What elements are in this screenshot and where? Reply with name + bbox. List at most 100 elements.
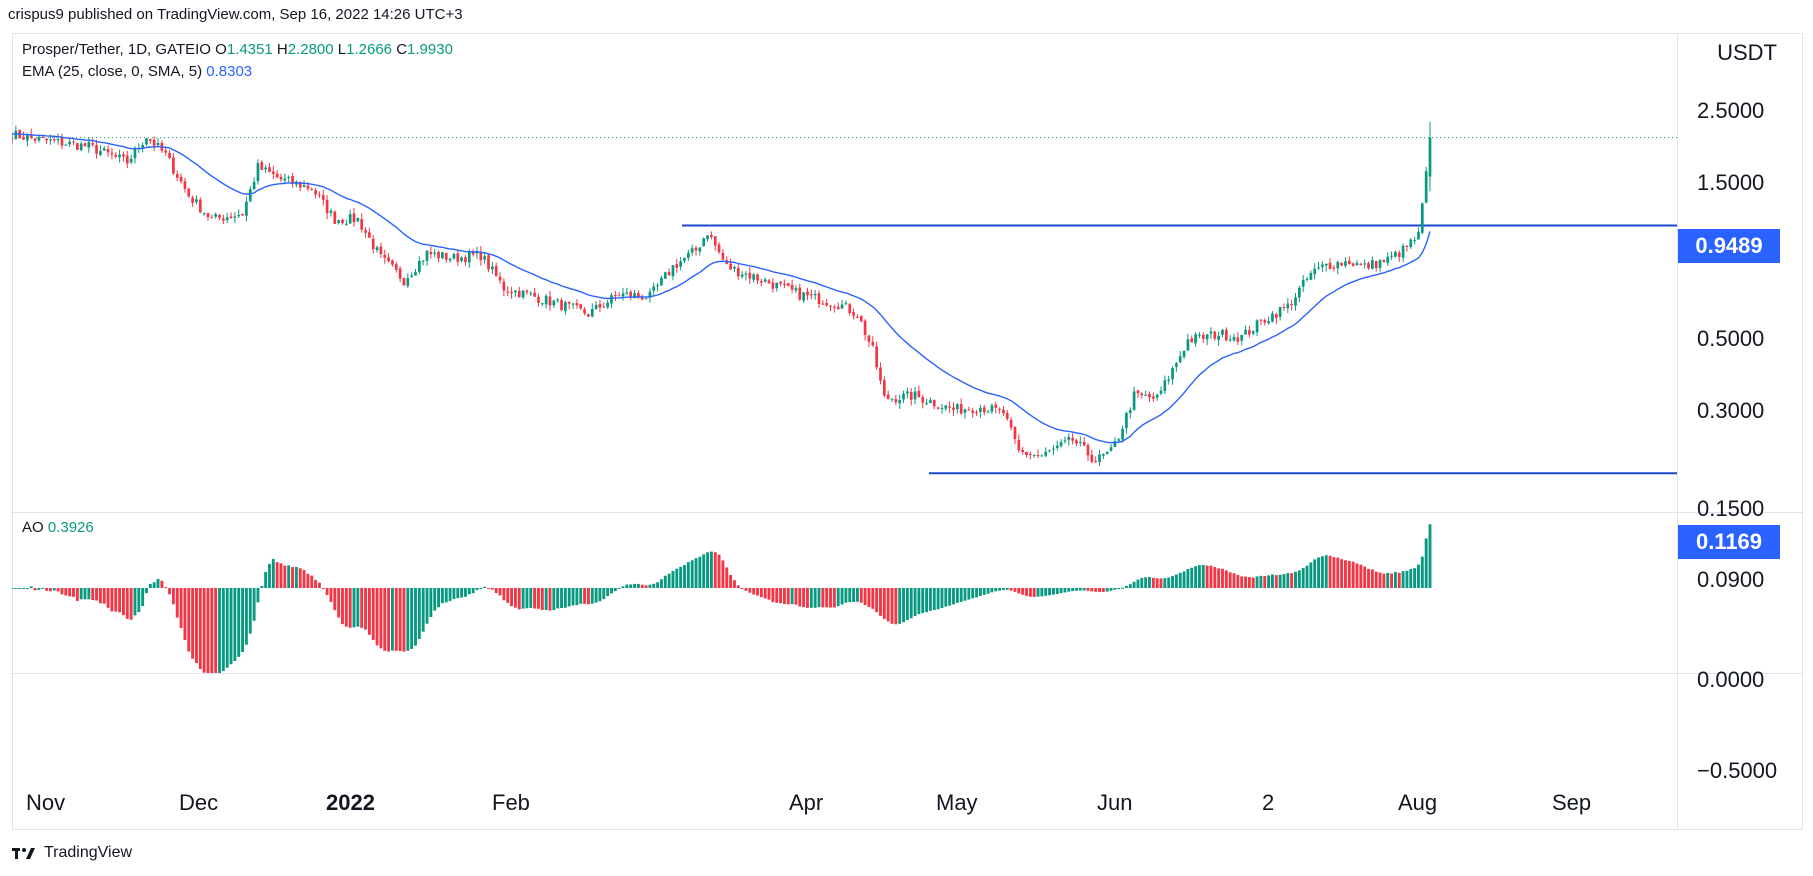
candle-body (237, 215, 241, 217)
candle-body (529, 293, 533, 295)
candle-body (1278, 307, 1282, 317)
ao-bar (1213, 567, 1217, 588)
ao-bar (621, 586, 625, 588)
ao-bar (994, 588, 998, 592)
ao-bar (905, 588, 909, 620)
candle-body (583, 309, 586, 314)
candle-body (556, 299, 560, 301)
ao-bar (648, 584, 652, 588)
support-level-badge: 0.1169 (1678, 525, 1780, 559)
candle-body (763, 279, 767, 282)
candle-body (275, 173, 279, 178)
ao-bar (875, 588, 879, 613)
brand-label: TradingView (44, 844, 133, 861)
ema-line (12, 133, 1431, 444)
candle-body (402, 278, 406, 286)
candle-body (1248, 330, 1251, 335)
ao-bar (383, 588, 387, 651)
ao-bar (298, 568, 302, 588)
ao-bar (975, 588, 978, 598)
ao-bar (1032, 588, 1036, 597)
candle-body (1040, 455, 1044, 457)
candle-body (1351, 263, 1355, 266)
ao-bar (1405, 570, 1409, 588)
ao-bar (390, 588, 394, 651)
ao-bar (333, 588, 337, 611)
ao-bar (294, 566, 298, 588)
ao-bar (667, 573, 671, 588)
ao-bar (375, 588, 379, 646)
candle-body (1294, 297, 1297, 306)
candle-body (325, 199, 329, 214)
ao-bar (836, 588, 840, 607)
ao-bar (825, 588, 829, 608)
tradingview-brand[interactable]: TradingView (12, 844, 132, 862)
candle-body (1228, 339, 1232, 341)
ao-bar (1328, 555, 1332, 588)
candle-body (679, 261, 682, 267)
ao-bar (763, 588, 767, 599)
ao-bar (1086, 588, 1090, 591)
candle-body (1378, 260, 1382, 268)
ao-bar (871, 588, 875, 609)
ao-bar (187, 588, 191, 652)
ao-bar (1367, 568, 1370, 588)
ao-bar (75, 588, 79, 601)
ao-bar (1113, 588, 1117, 590)
ema-value: 0.8303 (206, 63, 253, 80)
ao-bar (890, 588, 894, 624)
ao-bar (567, 588, 571, 607)
ao-bar (813, 588, 817, 608)
candle-body (225, 217, 229, 221)
ao-bar (1413, 568, 1417, 588)
candle-body (198, 199, 202, 213)
ao-bar (1290, 573, 1294, 588)
candle-body (1217, 335, 1220, 340)
candle-body (437, 251, 440, 259)
candle-body (1386, 256, 1390, 263)
ao-bar (1025, 588, 1028, 596)
ao-bar (832, 588, 836, 608)
candle-body (164, 150, 168, 153)
ao-bar (809, 588, 813, 608)
price-tick: 1.5000 (1697, 170, 1765, 195)
candle-body (33, 138, 37, 141)
ao-bar (702, 554, 706, 588)
candle-body (917, 390, 921, 398)
candle-body (141, 145, 145, 148)
ao-bar (1294, 571, 1297, 588)
candle-body (133, 148, 137, 159)
price-unit: USDT (1717, 40, 1777, 65)
ao-bar (1409, 569, 1413, 588)
candle-body (383, 254, 387, 258)
time-tick-aug: Aug (1398, 790, 1438, 815)
ao-bar (83, 588, 87, 600)
ao-bar (321, 587, 325, 589)
candle-body (1209, 331, 1213, 334)
time-tick-may: May (936, 790, 978, 815)
candle-body (410, 275, 413, 277)
candle-body (890, 398, 894, 400)
candle-body (22, 137, 25, 140)
ao-bar (210, 588, 214, 673)
ao-bar (898, 588, 902, 624)
candle-body (1178, 356, 1182, 363)
candle-body (867, 335, 871, 342)
candle-body (1148, 393, 1151, 398)
high-label: H (276, 41, 288, 58)
candle-body (37, 136, 41, 141)
candle-body (122, 154, 125, 157)
ao-bar (729, 574, 733, 588)
ao-bar (1132, 581, 1136, 588)
ao-bar (1209, 565, 1213, 588)
candle-body (683, 257, 686, 261)
chart-plot-area[interactable] (12, 33, 1677, 673)
ao-bar (1124, 585, 1128, 588)
close-value: 1.9930 (407, 41, 453, 58)
ao-bar (1017, 588, 1021, 594)
candle-body (487, 255, 490, 270)
price-tick: 0.1500 (1697, 496, 1765, 521)
ao-bar (122, 588, 125, 616)
ao-bar (133, 588, 137, 616)
candle-body (1159, 390, 1163, 394)
